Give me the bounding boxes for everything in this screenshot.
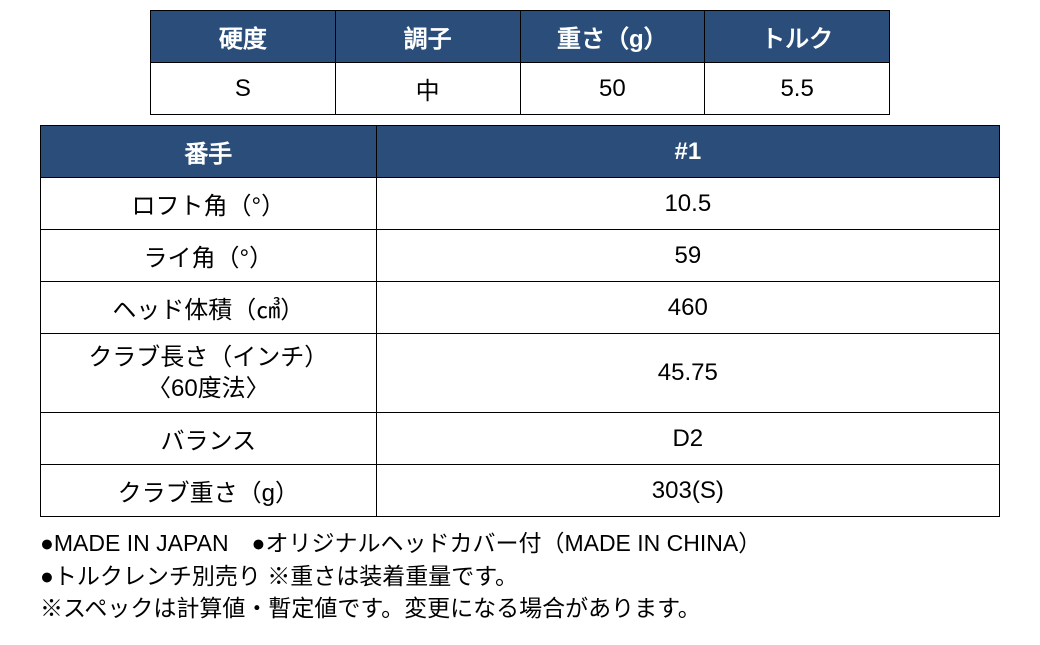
club-spec-table: 番手 #1 ロフト角（°） 10.5 ライ角（°） 59 ヘッド体積（㎤） 46… [40, 125, 1000, 517]
row-value-club-length: 45.75 [376, 334, 999, 413]
shaft-spec-table: 硬度 調子 重さ（g） トルク S 中 50 5.5 [150, 10, 890, 115]
cell-hardness: S [151, 63, 336, 115]
header-club-number-value: #1 [376, 126, 999, 178]
footnote-line: ●MADE IN JAPAN ●オリジナルヘッドカバー付（MADE IN CHI… [40, 527, 1000, 559]
row-label-club-weight: クラブ重さ（g） [41, 465, 377, 517]
row-label-lie: ライ角（°） [41, 230, 377, 282]
header-weight: 重さ（g） [520, 11, 705, 63]
table-row: クラブ長さ（インチ）〈60度法〉 45.75 [41, 334, 1000, 413]
table-row: ライ角（°） 59 [41, 230, 1000, 282]
table-row: ロフト角（°） 10.5 [41, 178, 1000, 230]
club-spec-tbody: ロフト角（°） 10.5 ライ角（°） 59 ヘッド体積（㎤） 460 クラブ長… [41, 178, 1000, 517]
row-label-balance: バランス [41, 413, 377, 465]
cell-kickpoint: 中 [335, 63, 520, 115]
row-label-head-volume: ヘッド体積（㎤） [41, 282, 377, 334]
header-hardness: 硬度 [151, 11, 336, 63]
footnotes: ●MADE IN JAPAN ●オリジナルヘッドカバー付（MADE IN CHI… [40, 527, 1000, 624]
header-kickpoint: 調子 [335, 11, 520, 63]
spec-sheet-container: 硬度 調子 重さ（g） トルク S 中 50 5.5 番手 #1 ロフト角（°） [40, 10, 1000, 624]
header-torque: トルク [705, 11, 890, 63]
table-row: S 中 50 5.5 [151, 63, 890, 115]
table-row: クラブ重さ（g） 303(S) [41, 465, 1000, 517]
footnote-line: ※スペックは計算値・暫定値です。変更になる場合があります。 [40, 592, 1000, 624]
row-label-club-length: クラブ長さ（インチ）〈60度法〉 [41, 334, 377, 413]
row-value-balance: D2 [376, 413, 999, 465]
table-header-row: 番手 #1 [41, 126, 1000, 178]
header-club-number-label: 番手 [41, 126, 377, 178]
row-value-club-weight: 303(S) [376, 465, 999, 517]
table-header-row: 硬度 調子 重さ（g） トルク [151, 11, 890, 63]
table-row: バランス D2 [41, 413, 1000, 465]
row-label-loft: ロフト角（°） [41, 178, 377, 230]
footnote-line: ●トルクレンチ別売り ※重さは装着重量です。 [40, 560, 1000, 592]
table-row: ヘッド体積（㎤） 460 [41, 282, 1000, 334]
cell-torque: 5.5 [705, 63, 890, 115]
row-value-head-volume: 460 [376, 282, 999, 334]
cell-weight: 50 [520, 63, 705, 115]
row-value-loft: 10.5 [376, 178, 999, 230]
row-value-lie: 59 [376, 230, 999, 282]
